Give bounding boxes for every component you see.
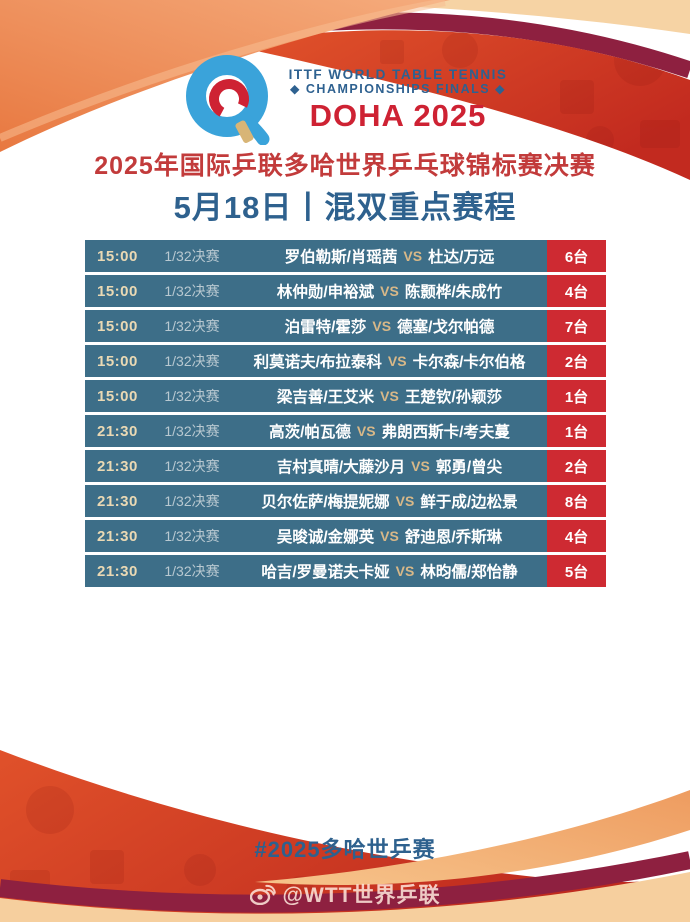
schedule-row: 21:30 1/32决赛 贝尔佐萨/梅提妮娜 VS 鲜于成/边松景 8台 <box>85 485 606 517</box>
match-players: 泊雷特/霍莎 VS 德塞/戈尔帕德 <box>232 310 547 342</box>
match-time: 15:00 <box>97 352 138 370</box>
table-number-badge: 1台 <box>547 415 606 447</box>
pair-left: 林仲勋/申裕斌 <box>276 284 375 301</box>
match-time: 15:00 <box>97 282 138 300</box>
schedule-row: 15:00 1/32决赛 罗伯勒斯/肖瑶茜 VS 杜达/万远 6台 <box>85 240 606 272</box>
match-round: 1/32决赛 <box>164 563 220 579</box>
table-number-badge: 4台 <box>547 275 606 307</box>
logo-wordmark-block: ITTF WORLD TABLE TENNIS ◆ CHAMPIONSHIPS … <box>289 67 508 134</box>
pair-left: 贝尔佐萨/梅提妮娜 <box>261 494 390 511</box>
pair-right: 陈颢桦/朱成竹 <box>404 284 503 301</box>
schedule-row: 15:00 1/32决赛 泊雷特/霍莎 VS 德塞/戈尔帕德 7台 <box>85 310 606 342</box>
schedule-row: 15:00 1/32决赛 利莫诺夫/布拉泰科 VS 卡尔森/卡尔伯格 2台 <box>85 345 606 377</box>
event-logo: ITTF WORLD TABLE TENNIS ◆ CHAMPIONSHIPS … <box>0 54 690 146</box>
schedule-row: 21:30 1/32决赛 吴晙诚/金娜英 VS 舒迪恩/乔斯琳 4台 <box>85 520 606 552</box>
tan-strip-top <box>250 0 690 34</box>
match-players: 贝尔佐萨/梅提妮娜 VS 鲜于成/边松景 <box>232 485 547 517</box>
match-round: 1/32决赛 <box>164 458 220 474</box>
pair-right: 舒迪恩/乔斯琳 <box>404 529 503 546</box>
pair-right: 林昀儒/郑怡静 <box>420 564 518 581</box>
match-round: 1/32决赛 <box>164 493 220 509</box>
match-players: 吴晙诚/金娜英 VS 舒迪恩/乔斯琳 <box>232 520 547 552</box>
match-players: 罗伯勒斯/肖瑶茜 VS 杜达/万远 <box>232 240 547 272</box>
match-players: 哈吉/罗曼诺夫卡娅 VS 林昀儒/郑怡静 <box>232 555 547 587</box>
match-time: 15:00 <box>97 247 138 265</box>
table-number-badge: 6台 <box>547 240 606 272</box>
vs-label: VS <box>403 248 423 264</box>
table-number-badge: 4台 <box>547 520 606 552</box>
match-schedule-table: 15:00 1/32决赛 罗伯勒斯/肖瑶茜 VS 杜达/万远 6台 15:00 … <box>85 240 606 590</box>
match-players: 梁吉善/王艾米 VS 王楚钦/孙颖莎 <box>232 380 547 412</box>
schedule-row: 21:30 1/32决赛 哈吉/罗曼诺夫卡娅 VS 林昀儒/郑怡静 5台 <box>85 555 606 587</box>
schedule-row: 21:30 1/32决赛 高茨/帕瓦德 VS 弗朗西斯卡/考夫蔓 1台 <box>85 415 606 447</box>
match-round: 1/32决赛 <box>164 528 220 544</box>
match-time: 21:30 <box>97 527 138 545</box>
match-time: 21:30 <box>97 562 138 580</box>
pair-right: 鲜于成/边松景 <box>420 494 518 511</box>
match-players: 利莫诺夫/布拉泰科 VS 卡尔森/卡尔伯格 <box>232 345 547 377</box>
vs-label: VS <box>380 388 399 404</box>
pair-left: 高茨/帕瓦德 <box>269 424 351 441</box>
vs-label: VS <box>356 423 376 439</box>
pair-right: 杜达/万远 <box>428 249 495 266</box>
weibo-watermark: @WTT世界乒联 <box>0 879 690 909</box>
event-title: 2025年国际乒联多哈世界乒乓球锦标赛决赛 <box>94 152 596 180</box>
schedule-row: 21:30 1/32决赛 吉村真晴/大藤沙月 VS 郭勇/曾尖 2台 <box>85 450 606 482</box>
pair-left: 吴晙诚/金娜英 <box>276 529 375 546</box>
vs-label: VS <box>387 353 407 369</box>
table-number-badge: 1台 <box>547 380 606 412</box>
event-hashtag: #2025多哈世乒赛 <box>254 837 436 862</box>
match-round: 1/32决赛 <box>164 318 220 334</box>
match-round: 1/32决赛 <box>164 423 220 439</box>
table-number-badge: 2台 <box>547 345 606 377</box>
match-time: 21:30 <box>97 492 138 510</box>
table-number-badge: 5台 <box>547 555 606 587</box>
match-players: 吉村真晴/大藤沙月 VS 郭勇/曾尖 <box>232 450 547 482</box>
table-number-badge: 7台 <box>547 310 606 342</box>
vs-label: VS <box>395 563 415 579</box>
vs-label: VS <box>372 318 392 334</box>
match-round: 1/32决赛 <box>164 388 220 404</box>
pair-left: 梁吉善/王艾米 <box>276 389 375 406</box>
pair-right: 卡尔森/卡尔伯格 <box>412 354 526 371</box>
match-round: 1/32决赛 <box>164 353 220 369</box>
table-number-badge: 2台 <box>547 450 606 482</box>
schedule-row: 15:00 1/32决赛 梁吉善/王艾米 VS 王楚钦/孙颖莎 1台 <box>85 380 606 412</box>
vs-label: VS <box>395 493 415 509</box>
logo-line2: ◆ CHAMPIONSHIPS FINALS ◆ <box>289 82 507 97</box>
match-time: 21:30 <box>97 422 138 440</box>
schedule-subtitle: 5月18日丨混双重点赛程 <box>173 190 517 225</box>
weibo-icon <box>249 884 276 905</box>
match-time: 15:00 <box>97 317 138 335</box>
vs-label: VS <box>380 283 399 299</box>
pair-left: 罗伯勒斯/肖瑶茜 <box>284 249 398 266</box>
match-round: 1/32决赛 <box>164 283 220 299</box>
pair-left: 利莫诺夫/布拉泰科 <box>253 354 382 371</box>
weibo-handle: @WTT世界乒联 <box>282 884 441 907</box>
match-players: 高茨/帕瓦德 VS 弗朗西斯卡/考夫蔓 <box>232 415 547 447</box>
match-round: 1/32决赛 <box>164 248 220 264</box>
table-number-badge: 8台 <box>547 485 606 517</box>
match-players: 林仲勋/申裕斌 VS 陈颢桦/朱成竹 <box>232 275 547 307</box>
match-time: 15:00 <box>97 387 138 405</box>
pair-left: 吉村真晴/大藤沙月 <box>276 459 406 476</box>
pair-left: 哈吉/罗曼诺夫卡娅 <box>261 564 390 581</box>
pair-right: 郭勇/曾尖 <box>435 459 503 476</box>
match-time: 21:30 <box>97 457 138 475</box>
doha-2025-logo-icon <box>185 55 270 145</box>
vs-label: VS <box>411 458 430 474</box>
logo-line1: ITTF WORLD TABLE TENNIS <box>288 66 508 82</box>
schedule-row: 15:00 1/32决赛 林仲勋/申裕斌 VS 陈颢桦/朱成竹 4台 <box>85 275 606 307</box>
logo-wordmark: DOHA 2025 <box>309 97 487 133</box>
pair-left: 泊雷特/霍莎 <box>284 319 367 336</box>
vs-label: VS <box>380 528 399 544</box>
pair-right: 德塞/戈尔帕德 <box>397 319 495 336</box>
pair-right: 弗朗西斯卡/考夫蔓 <box>381 424 510 441</box>
pair-right: 王楚钦/孙颖莎 <box>404 389 503 406</box>
